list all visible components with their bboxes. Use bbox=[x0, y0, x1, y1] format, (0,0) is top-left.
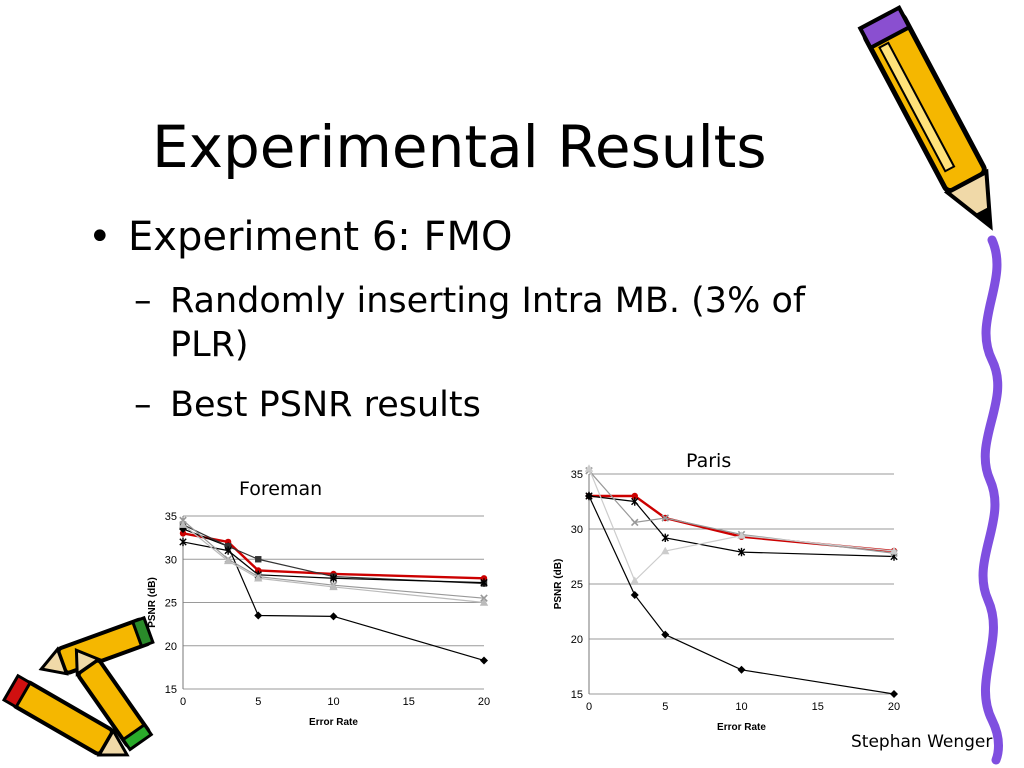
data-point bbox=[179, 530, 187, 537]
y-tick-label: 25 bbox=[165, 598, 177, 610]
x-axis-label: Error Rate bbox=[717, 722, 766, 733]
y-axis-label: PSNR (dB) bbox=[147, 577, 158, 628]
x-tick-label: 10 bbox=[327, 696, 339, 708]
y-tick-label: 35 bbox=[165, 511, 177, 523]
data-point bbox=[661, 630, 670, 639]
bullet-experiment: • Experiment 6: FMO bbox=[88, 214, 512, 260]
x-tick-label: 15 bbox=[403, 696, 415, 708]
data-point bbox=[480, 656, 488, 665]
data-point bbox=[631, 497, 639, 506]
data-point bbox=[329, 612, 338, 621]
x-tick-label: 10 bbox=[735, 701, 747, 713]
data-point bbox=[255, 556, 262, 563]
x-tick-label: 20 bbox=[888, 701, 900, 713]
data-point bbox=[585, 491, 593, 501]
y-tick-label: 15 bbox=[165, 684, 177, 696]
sub-bullet-text: Best PSNR results bbox=[170, 385, 481, 425]
y-tick-label: 30 bbox=[571, 524, 583, 536]
x-tick-label: 15 bbox=[812, 701, 824, 713]
series-1 bbox=[585, 492, 898, 698]
y-tick-label: 20 bbox=[571, 634, 583, 646]
data-point bbox=[661, 533, 669, 542]
series-0 bbox=[585, 492, 898, 555]
y-tick-label: 35 bbox=[571, 469, 583, 481]
data-point bbox=[480, 594, 488, 602]
slide-title: Experimental Results bbox=[152, 113, 767, 181]
y-axis-label: PSNR (dB) bbox=[553, 559, 564, 610]
series-line bbox=[588, 468, 895, 582]
data-point bbox=[737, 665, 746, 674]
sub-bullet-text: Randomly inserting Intra MB. (3% of bbox=[170, 281, 806, 321]
data-point bbox=[178, 520, 188, 528]
series-5 bbox=[178, 520, 489, 606]
data-point bbox=[223, 556, 233, 565]
data-point bbox=[630, 576, 639, 584]
data-point bbox=[480, 575, 488, 582]
y-tick-label: 30 bbox=[165, 554, 177, 566]
data-point bbox=[224, 546, 232, 555]
series-2 bbox=[585, 491, 898, 561]
pencils-cluster-icon bbox=[1, 615, 155, 757]
series-line bbox=[588, 470, 895, 554]
y-tick-label: 25 bbox=[571, 579, 583, 591]
series-3 bbox=[585, 466, 898, 557]
x-tick-label: 0 bbox=[180, 696, 186, 708]
x-tick-label: 5 bbox=[662, 701, 668, 713]
data-point bbox=[329, 582, 338, 591]
bullet-text: Experiment 6: FMO bbox=[128, 214, 513, 260]
sub-bullet-intra: – Randomly inserting Intra MB. (3% of bbox=[134, 279, 805, 323]
data-point bbox=[661, 546, 670, 555]
sub-bullet-marker: – bbox=[134, 385, 152, 425]
data-point bbox=[329, 574, 338, 583]
data-point bbox=[479, 598, 489, 606]
x-tick-label: 5 bbox=[255, 696, 261, 708]
data-point bbox=[584, 464, 594, 472]
squiggle-line bbox=[978, 235, 1003, 765]
sub-bullet-psnr: – Best PSNR results bbox=[134, 383, 481, 427]
series-4 bbox=[584, 464, 899, 584]
data-point bbox=[254, 611, 263, 620]
author-credit: Stephan Wenger bbox=[851, 732, 993, 752]
data-point bbox=[224, 543, 232, 550]
data-point bbox=[480, 578, 488, 587]
data-point bbox=[179, 537, 187, 547]
data-point bbox=[737, 547, 746, 557]
pencil-icon bbox=[857, 5, 993, 231]
chart-title-foreman: Foreman bbox=[239, 478, 323, 500]
data-point bbox=[630, 518, 639, 527]
data-point bbox=[179, 516, 187, 525]
data-point bbox=[661, 514, 670, 522]
chart-title-paris: Paris bbox=[686, 450, 732, 472]
bullet-marker: • bbox=[88, 214, 112, 260]
y-tick-label: 15 bbox=[571, 689, 583, 701]
x-axis-label: Error Rate bbox=[309, 717, 358, 728]
x-tick-label: 20 bbox=[478, 696, 490, 708]
data-point bbox=[890, 690, 898, 698]
sub-bullet-intra-continued: PLR) bbox=[170, 325, 249, 365]
data-point bbox=[255, 567, 262, 574]
sub-bullet-marker: – bbox=[134, 281, 152, 321]
data-point bbox=[630, 591, 639, 599]
data-point bbox=[254, 574, 263, 582]
x-tick-label: 0 bbox=[586, 701, 592, 713]
data-point bbox=[737, 531, 746, 539]
data-point bbox=[889, 546, 899, 555]
data-point bbox=[631, 492, 638, 500]
y-tick-label: 20 bbox=[165, 641, 177, 653]
